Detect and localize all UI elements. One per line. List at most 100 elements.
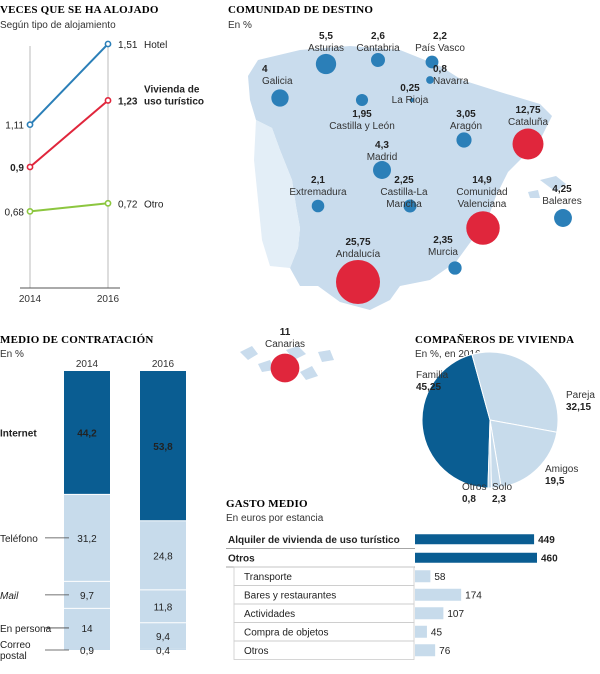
series-name-label: Mail bbox=[0, 591, 19, 602]
segment-value-label: 31,2 bbox=[77, 534, 97, 545]
bar-year-label: 2014 bbox=[76, 359, 99, 370]
region-name-label: Cantabria bbox=[356, 43, 400, 54]
slice-name-label: Familia bbox=[416, 370, 449, 381]
segment-value-label: 24,8 bbox=[153, 551, 173, 562]
bar-value-label: 449 bbox=[538, 535, 555, 546]
pie-slice bbox=[421, 353, 491, 489]
region-name-label: Navarra bbox=[433, 76, 469, 87]
bubble-10 bbox=[311, 199, 325, 213]
bubble-5 bbox=[409, 97, 415, 103]
data-point bbox=[104, 40, 112, 48]
data-point bbox=[26, 207, 34, 215]
bubble-16 bbox=[270, 353, 300, 383]
series-line bbox=[29, 99, 109, 168]
bubble-0 bbox=[315, 53, 337, 75]
stack-chart-title: MEDIO DE CONTRATACIÓN bbox=[0, 334, 154, 346]
slice-value-label: 2,3 bbox=[492, 494, 506, 505]
series-name-label: Internet bbox=[0, 429, 37, 440]
bar-value-label: 107 bbox=[447, 609, 464, 620]
bar bbox=[415, 534, 535, 545]
line-chart-title: VECES QUE SE HA ALOJADO bbox=[0, 4, 159, 16]
bubble-12 bbox=[466, 211, 500, 245]
pie-slice bbox=[471, 351, 559, 433]
category-label: Bares y restaurantes bbox=[244, 591, 336, 602]
slice-value-label: 45,25 bbox=[416, 382, 441, 393]
hbar-chart-title: GASTO MEDIO bbox=[226, 498, 308, 510]
bar-value-label: 76 bbox=[439, 646, 451, 657]
bubble-value-label: 1,95 bbox=[352, 109, 372, 120]
bubble-value-label: 4,3 bbox=[375, 140, 389, 151]
bar bbox=[415, 607, 444, 620]
bar-segment bbox=[140, 371, 186, 521]
horizontal-bar-chart: GASTO MEDIO En euros por estancia Alquil… bbox=[226, 498, 558, 660]
canarias-map-shape bbox=[240, 346, 334, 380]
segment-value-label: 14 bbox=[81, 624, 93, 635]
data-point bbox=[104, 97, 112, 104]
segment-value-label: 0,9 bbox=[80, 646, 94, 657]
pie-slice bbox=[489, 419, 558, 488]
slice-value-label: 32,15 bbox=[566, 402, 591, 413]
bubble-value-label: 5,5 bbox=[319, 31, 333, 42]
bar-segment bbox=[140, 622, 186, 649]
bubble-15 bbox=[448, 261, 462, 275]
data-point bbox=[104, 199, 112, 207]
series-name-label: Correo bbox=[0, 640, 31, 651]
region-name-label: Asturias bbox=[308, 43, 344, 54]
pie-chart-subtitle: En %, en 2016 bbox=[415, 349, 481, 360]
bubble-value-label: 0,25 bbox=[400, 83, 420, 94]
region-name-label: Murcia bbox=[428, 247, 458, 258]
data-label: 0,9 bbox=[10, 163, 24, 174]
bubble-value-label: 2,35 bbox=[433, 235, 453, 246]
bubble-7 bbox=[456, 132, 472, 148]
region-name-label: Valenciana bbox=[458, 199, 507, 210]
data-label: 0,68 bbox=[5, 207, 25, 218]
segment-value-label: 44,2 bbox=[77, 429, 97, 440]
category-label: Actividades bbox=[244, 609, 295, 620]
slice-name-label: Otros bbox=[462, 482, 486, 493]
map-title: COMUNIDAD DE DESTINO bbox=[228, 4, 373, 16]
segment-value-label: 9,4 bbox=[156, 632, 170, 643]
series-name-label: En persona bbox=[0, 624, 52, 635]
bubble-value-label: 3,05 bbox=[456, 109, 476, 120]
series-name-label: Hotel bbox=[144, 40, 167, 51]
region-name-label: Cataluña bbox=[508, 117, 548, 128]
x-tick-label: 2016 bbox=[97, 294, 120, 305]
slice-value-label: 0,8 bbox=[462, 494, 476, 505]
slice-value-label: 19,5 bbox=[545, 476, 565, 487]
data-point bbox=[26, 121, 34, 129]
region-name-label: País Vasco bbox=[415, 43, 465, 54]
line-chart: VECES QUE SE HA ALOJADO Según tipo de al… bbox=[0, 4, 204, 305]
bubble-value-label: 2,2 bbox=[433, 31, 447, 42]
spain-map-shape bbox=[248, 46, 552, 310]
bar-segment bbox=[64, 581, 110, 609]
region-name-label: La Rioja bbox=[392, 95, 429, 106]
region-name-label: Mancha bbox=[386, 199, 422, 210]
bubble-2 bbox=[425, 55, 439, 69]
bubble-13 bbox=[554, 209, 572, 227]
region-name-label: Comunidad bbox=[456, 187, 507, 198]
slice-name-label: Solo bbox=[492, 482, 512, 493]
bar bbox=[415, 644, 436, 657]
bar bbox=[415, 588, 462, 601]
bar-value-label: 58 bbox=[434, 572, 446, 583]
bubble-3 bbox=[271, 89, 289, 107]
bar-segment bbox=[64, 647, 110, 650]
category-label: Compra de objetos bbox=[244, 628, 329, 639]
category-label: Alquiler de vivienda de uso turístico bbox=[228, 535, 400, 546]
pie-chart: COMPAÑEROS DE VIVIENDA En %, en 2016 Fam… bbox=[415, 334, 595, 505]
slice-name-label: Pareja bbox=[566, 390, 595, 401]
bar bbox=[415, 625, 427, 638]
region-name-label: Andalucía bbox=[336, 249, 381, 260]
bubble-4 bbox=[426, 76, 434, 84]
slice-name-label: Amigos bbox=[545, 464, 578, 475]
bubble-11 bbox=[403, 199, 417, 213]
hbar-chart-subtitle: En euros por estancia bbox=[226, 513, 324, 524]
series-line bbox=[29, 202, 109, 213]
line-chart-subtitle: Según tipo de alojamiento bbox=[0, 20, 116, 31]
category-label: Otros bbox=[244, 646, 268, 657]
segment-value-label: 11,8 bbox=[154, 602, 173, 613]
data-label: 1,23 bbox=[118, 96, 138, 107]
bubble-value-label: 14,9 bbox=[472, 175, 492, 186]
